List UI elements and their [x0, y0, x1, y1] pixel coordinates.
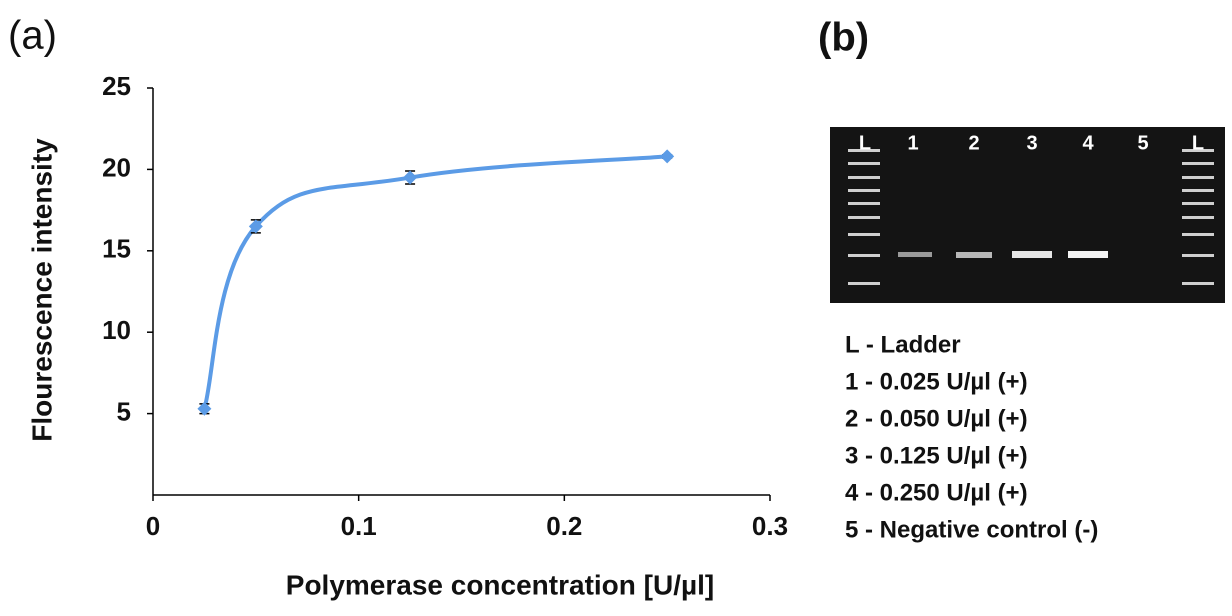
y-axis-title: Flourescence intensity	[26, 138, 57, 442]
sample-band	[1068, 251, 1108, 258]
y-tick-label: 20	[102, 152, 131, 182]
sample-band	[956, 252, 992, 258]
figure: (a) (b) Polymerase concentration [U/µl] …	[0, 0, 1232, 616]
y-tick-label: 5	[117, 396, 131, 426]
x-tick-label: 0.2	[546, 511, 582, 541]
data-point	[660, 149, 674, 163]
x-tick-label: 0.3	[752, 511, 788, 541]
y-tick-label: 10	[102, 315, 131, 345]
panel-label: (b)	[818, 16, 869, 60]
legend-entry: L - Ladder	[845, 331, 961, 358]
y-tick-label: 15	[102, 234, 131, 264]
y-tick-label: 25	[102, 71, 131, 101]
lane-label: L	[859, 132, 871, 154]
sample-band	[898, 252, 932, 257]
legend-entry: 5 - Negative control (-)	[845, 516, 1098, 543]
legend-entry: 4 - 0.250 U/µl (+)	[845, 479, 1028, 506]
lane-label: L	[1192, 132, 1204, 154]
lane-label: 5	[1137, 132, 1148, 154]
lane-label: 3	[1026, 132, 1037, 154]
lane-label: 2	[968, 132, 979, 154]
x-tick-label: 0.1	[341, 511, 377, 541]
legend-entry: 2 - 0.050 U/µl (+)	[845, 405, 1028, 432]
legend-entry: 1 - 0.025 U/µl (+)	[845, 368, 1028, 395]
series-line	[204, 156, 667, 408]
legend-entry: 3 - 0.125 U/µl (+)	[845, 442, 1028, 469]
x-tick-label: 0	[146, 511, 160, 541]
sample-band	[1012, 251, 1052, 258]
lane-label: 1	[907, 132, 918, 154]
panel-label: (a)	[8, 14, 57, 58]
data-point	[403, 171, 417, 185]
lane-label: 4	[1082, 132, 1094, 154]
x-axis-title: Polymerase concentration [U/µl]	[286, 569, 714, 600]
